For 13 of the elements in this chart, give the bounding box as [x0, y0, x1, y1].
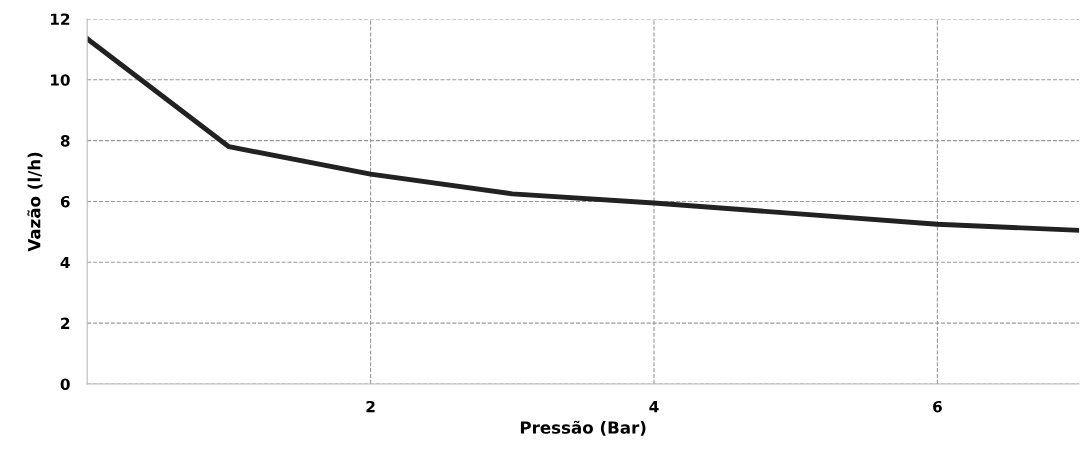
y-axis-title: Vazão (l/h) [27, 152, 43, 252]
x-tick-label: 4 [649, 401, 659, 413]
x-tick-label: 2 [366, 400, 375, 413]
x-axis-title: Pressão (Bar) [520, 420, 646, 436]
y-tick-label: 6 [60, 195, 70, 208]
y-tick-label: 4 [60, 256, 70, 269]
y-tick-label: 12 [51, 13, 70, 25]
y-tick-label: 0 [60, 378, 70, 390]
y-tick-label: 2 [61, 317, 70, 329]
line-series [87, 36, 1080, 233]
y-tick-label: 8 [60, 135, 70, 147]
x-tick-label: 6 [933, 400, 942, 413]
y-tick-label: 10 [51, 74, 70, 86]
